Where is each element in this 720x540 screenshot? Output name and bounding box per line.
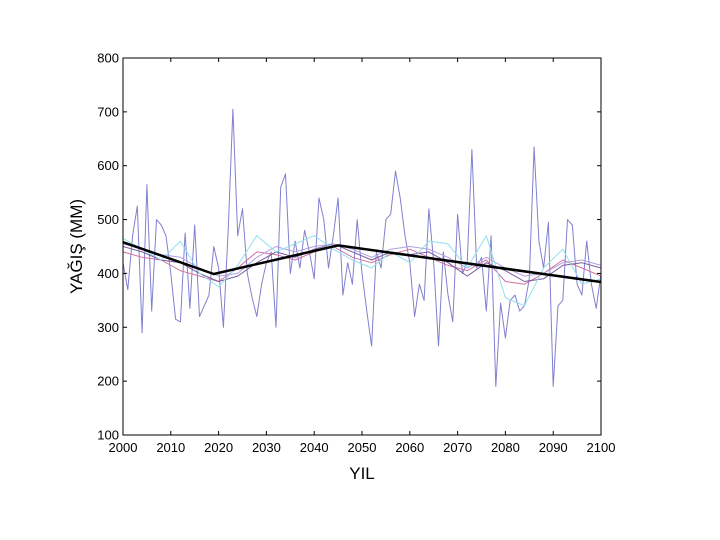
x-tick-label: 2020 (204, 440, 233, 455)
trend-line (122, 241, 602, 284)
plot-area-frame (122, 57, 602, 436)
x-tick-label: 2100 (587, 440, 616, 455)
series-line-1 (122, 246, 602, 285)
series-line-0 (122, 108, 602, 387)
x-tick-label: 2000 (109, 440, 138, 455)
x-tick-label: 2090 (539, 440, 568, 455)
series-line-2 (122, 243, 602, 282)
x-tick-label: 2080 (491, 440, 520, 455)
y-tick-label: 800 (97, 51, 119, 66)
ticks-layer: 2000 2010 2020 2030 2040 2050 2060 2070 2080 2090… (97, 51, 615, 456)
y-tick-label: 600 (97, 158, 119, 173)
x-tick-label: 2010 (156, 440, 185, 455)
x-tick-label: 2060 (395, 440, 424, 455)
series-line-4 (122, 235, 602, 307)
y-tick-label: 100 (97, 428, 119, 443)
y-axis-title: YAĞIŞ (MM) (67, 199, 86, 294)
y-tick-label: 500 (97, 212, 119, 227)
x-tick-label: 2050 (348, 440, 377, 455)
x-axis-title: YIL (349, 464, 375, 483)
y-tick-label: 400 (97, 266, 119, 281)
x-tick-label: 2040 (300, 440, 329, 455)
y-tick-label: 700 (97, 104, 119, 119)
y-tick-label: 300 (97, 320, 119, 335)
series-layer (122, 108, 602, 387)
y-tick-label: 200 (97, 374, 119, 389)
x-tick-label: 2070 (443, 440, 472, 455)
x-tick-label: 2030 (252, 440, 281, 455)
